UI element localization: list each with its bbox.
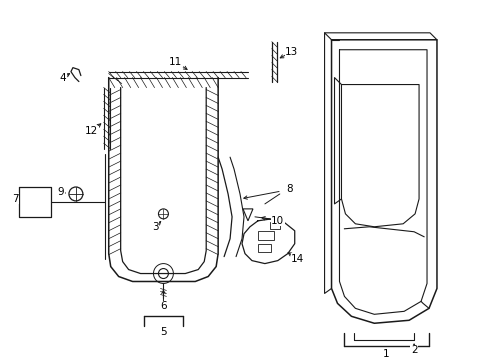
Bar bbox=[257, 244, 270, 252]
Text: 5: 5 bbox=[160, 327, 166, 337]
Text: 2: 2 bbox=[410, 345, 417, 355]
Text: 1: 1 bbox=[382, 349, 389, 359]
Text: 12: 12 bbox=[85, 126, 98, 136]
Text: 4: 4 bbox=[60, 73, 66, 82]
Text: 13: 13 bbox=[285, 47, 298, 57]
Text: 8: 8 bbox=[286, 184, 292, 194]
Text: 11: 11 bbox=[168, 57, 182, 67]
Text: 9: 9 bbox=[58, 187, 64, 197]
Text: 7: 7 bbox=[12, 194, 19, 204]
Bar bbox=[269, 222, 279, 229]
Text: 3: 3 bbox=[152, 222, 159, 232]
Text: 14: 14 bbox=[290, 253, 304, 264]
Text: 6: 6 bbox=[160, 301, 166, 311]
Bar bbox=[257, 231, 273, 240]
Text: 10: 10 bbox=[271, 216, 284, 226]
